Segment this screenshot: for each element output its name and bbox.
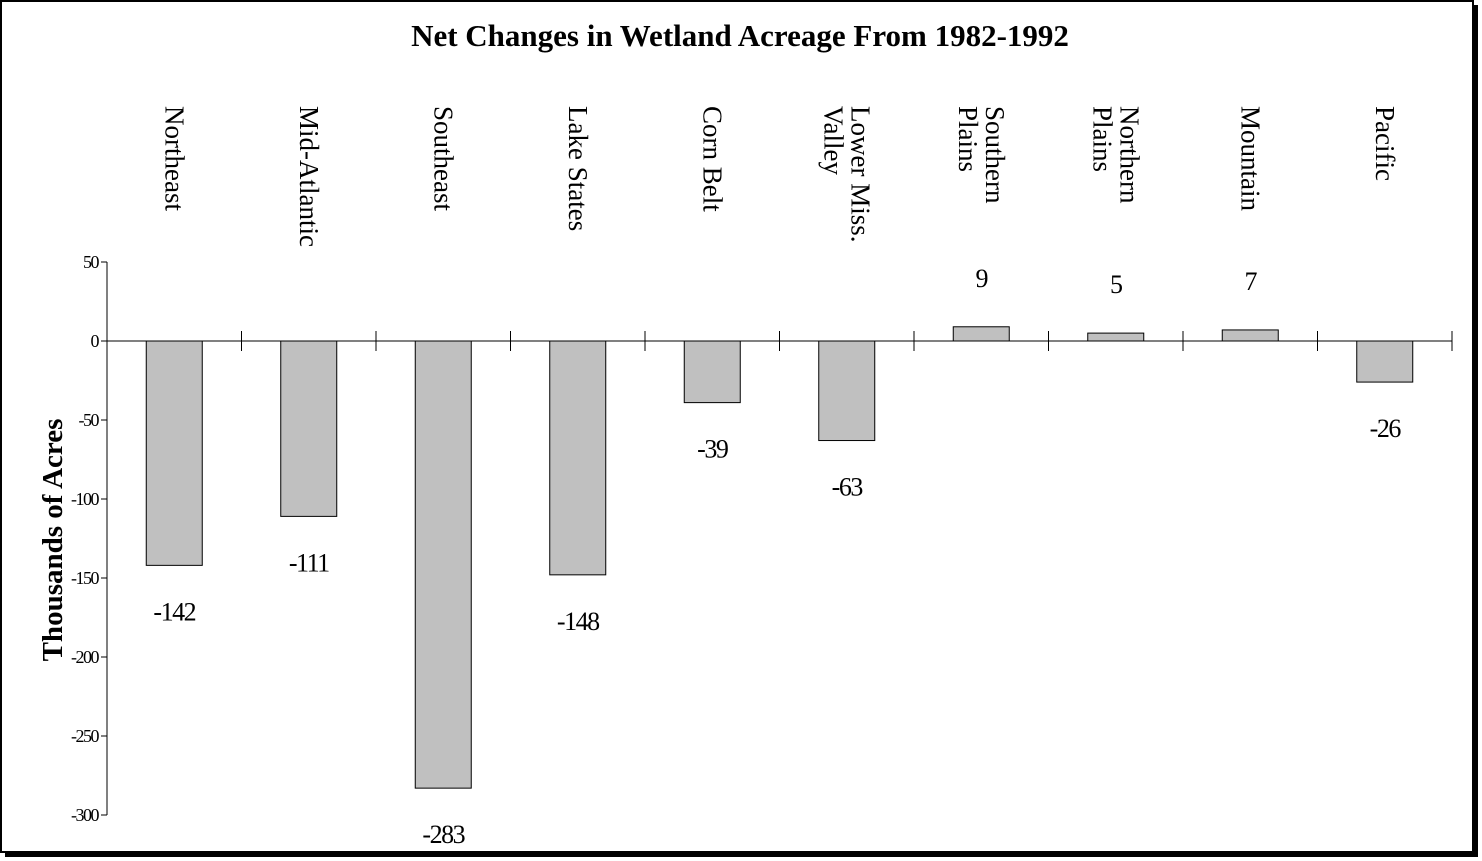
value-label: -26 xyxy=(1370,414,1402,443)
x-tick-label: Northeast xyxy=(159,106,189,211)
value-label: -111 xyxy=(289,548,329,577)
y-tick-label: 50 xyxy=(83,252,100,272)
bar xyxy=(414,340,472,789)
value-label: -148 xyxy=(557,607,600,636)
y-tick-label: -200 xyxy=(71,647,99,667)
bar xyxy=(280,340,338,517)
bar xyxy=(952,326,1010,342)
bar xyxy=(1221,329,1279,342)
x-tick-label: Mid-Atlantic xyxy=(294,106,324,247)
y-tick-label: -50 xyxy=(79,410,100,430)
x-tick-label: SouthernPlains xyxy=(953,106,1010,204)
y-tick-label: -300 xyxy=(71,805,99,825)
bar xyxy=(1356,340,1414,383)
x-tick-label: Pacific xyxy=(1370,106,1400,181)
x-tick-label: Mountain xyxy=(1235,106,1265,211)
y-tick-label: -100 xyxy=(71,489,99,509)
y-tick-label: 0 xyxy=(91,331,100,351)
y-axis-label: Thousands of Acres xyxy=(37,419,69,662)
x-tick-label: NorthernPlains xyxy=(1087,106,1144,204)
bar xyxy=(683,340,741,404)
bar xyxy=(818,340,876,442)
value-label: -283 xyxy=(422,820,464,849)
value-label: 9 xyxy=(976,264,988,293)
value-label: 7 xyxy=(1245,267,1258,296)
y-tick-label: -250 xyxy=(71,726,99,746)
value-label: 5 xyxy=(1110,270,1122,299)
x-tick-label: Lake States xyxy=(563,106,593,231)
bar xyxy=(549,340,607,576)
value-label: -63 xyxy=(832,473,863,502)
x-tick-label: Corn Belt xyxy=(697,106,727,212)
value-label: -39 xyxy=(697,435,728,464)
x-tick-label: Southeast xyxy=(428,106,458,211)
value-label: -142 xyxy=(153,597,195,626)
y-tick-label: -150 xyxy=(71,568,99,588)
bar xyxy=(145,340,203,566)
x-tick-label: Lower Miss.Valley xyxy=(818,106,875,243)
chart-title: Net Changes in Wetland Acreage From 1982… xyxy=(411,18,1069,53)
bar xyxy=(1087,332,1145,342)
